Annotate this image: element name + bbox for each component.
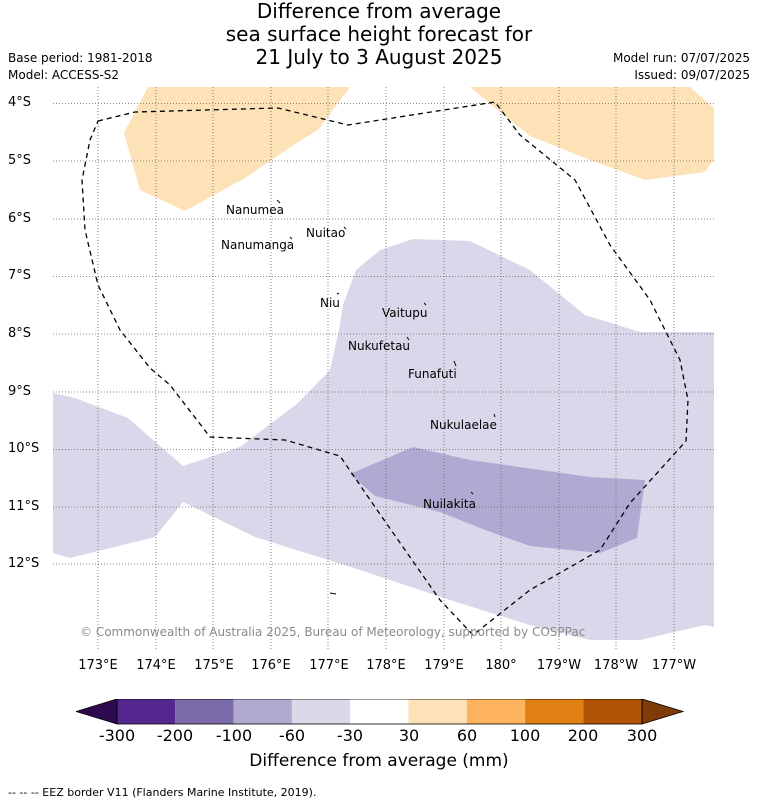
lat-label-6s: 6°S [8,211,32,226]
colorbar-frame [116,699,643,725]
island-label-funafuti: Funafuti [408,367,457,381]
island-small-south [329,592,337,595]
lat-label-12s: 12°S [8,556,40,571]
title-line-3: 21 July to 3 August 2025 [255,45,503,69]
island-nukulaelae-outline [493,413,496,418]
cbar-tick-n30: -30 [336,726,364,745]
model-name: Model: ACCESS-S2 [8,68,120,82]
island-label-nuilakita: Nuilakita [423,497,476,511]
lat-label-11s: 11°S [8,499,40,514]
cbar-tick-n300: -300 [98,726,136,745]
colorbar-bin-n300-n200 [117,699,176,724]
colorbar-title: Difference from average (mm) [249,751,509,771]
lon-label-177e: 177°E [309,658,349,673]
lat-label-7s: 7°S [8,268,32,283]
island-nuitao-outline [343,226,347,230]
anomaly-region-orange-northeast [470,87,714,180]
cbar-tick-100: 100 [509,726,541,745]
island-nukufetau-outline [406,336,410,341]
island-nanumea-outline [276,199,281,204]
lon-label-179e: 179°E [424,658,464,673]
meta-right: Model run: 07/07/2025 Issued: 09/07/2025 [613,50,750,84]
lon-label-176e: 176°E [251,658,291,673]
cbar-tick-n100: -100 [215,726,253,745]
colorbar-bin-n60-n30 [291,699,351,724]
lon-label-178e: 178°E [366,658,406,673]
map-area: Nanumea Nuitao Nanumanga Niu Vaitupu Nuk… [53,87,714,650]
colorbar-bin-n100-n60 [233,699,292,724]
issued-date: Issued: 09/07/2025 [634,68,750,82]
island-label-niu: Niu [320,296,340,310]
lon-label-174e: 174°E [136,658,176,673]
island-label-nukufetau: Nukufetau [348,339,410,353]
lat-label-9s: 9°S [8,384,32,399]
lat-label-5s: 5°S [8,153,32,168]
island-nuilakita-outline [470,491,474,495]
colorbar-bin-n200-n100 [175,699,234,724]
cbar-tick-n60: -60 [278,726,306,745]
island-label-nukulaelae: Nukulaelae [430,418,497,432]
cbar-tick-300: 300 [626,726,658,745]
lon-label-179w: 179°W [536,658,582,673]
lat-label-10s: 10°S [8,441,40,456]
island-niu-outline [336,292,340,295]
meta-left: Base period: 1981-2018 Model: ACCESS-S2 [8,50,153,84]
lon-label-180: 180° [485,658,517,673]
lon-label-173e: 173°E [78,658,118,673]
eez-legend-note: -- -- -- EEZ border V11 (Flanders Marine… [8,786,317,799]
map-title: Difference from average sea surface heig… [0,0,758,69]
model-run: Model run: 07/07/2025 [612,51,750,65]
latitude-gridlines [53,103,714,565]
colorbar-extend-low [76,699,118,725]
cbar-tick-200: 200 [567,726,599,745]
island-funafuti-outline [453,360,457,367]
lon-label-177w: 177°W [651,658,697,673]
anomaly-region-mid-purple [350,447,645,553]
colorbar-bin-30-60 [408,699,467,724]
cbar-tick-n200: -200 [156,726,194,745]
colorbar-bin-60-100 [466,699,526,724]
island-vaitupu-outline [423,302,427,306]
longitude-gridlines [97,87,675,650]
colorbar-bin-100-200 [525,699,584,724]
anomaly-region-orange-northwest [124,87,350,211]
title-line-2: sea surface height forecast for [225,22,533,46]
title-line-1: Difference from average [256,0,502,23]
lat-label-4s: 4°S [8,95,32,110]
colorbar [76,699,684,725]
colorbar-extend-high [641,699,684,725]
island-nanumanga-outline [289,236,293,240]
island-label-vaitupu: Vaitupu [382,306,428,320]
lon-label-178w: 178°W [593,658,639,673]
island-markers [276,199,496,595]
island-label-nanumanga: Nanumanga [221,238,294,252]
lon-label-175e: 175°E [194,658,234,673]
lat-label-8s: 8°S [8,326,32,341]
base-period: Base period: 1981-2018 [8,51,153,65]
copyright-notice: © Commonwealth of Australia 2025, Bureau… [80,625,585,639]
island-label-nanumea: Nanumea [226,203,284,217]
colorbar-bin-n30-30 [350,699,409,724]
island-label-nuitao: Nuitao [306,226,345,240]
cbar-tick-60: 60 [456,726,478,745]
cbar-tick-30: 30 [398,726,420,745]
colorbar-bin-200-300 [583,699,642,724]
